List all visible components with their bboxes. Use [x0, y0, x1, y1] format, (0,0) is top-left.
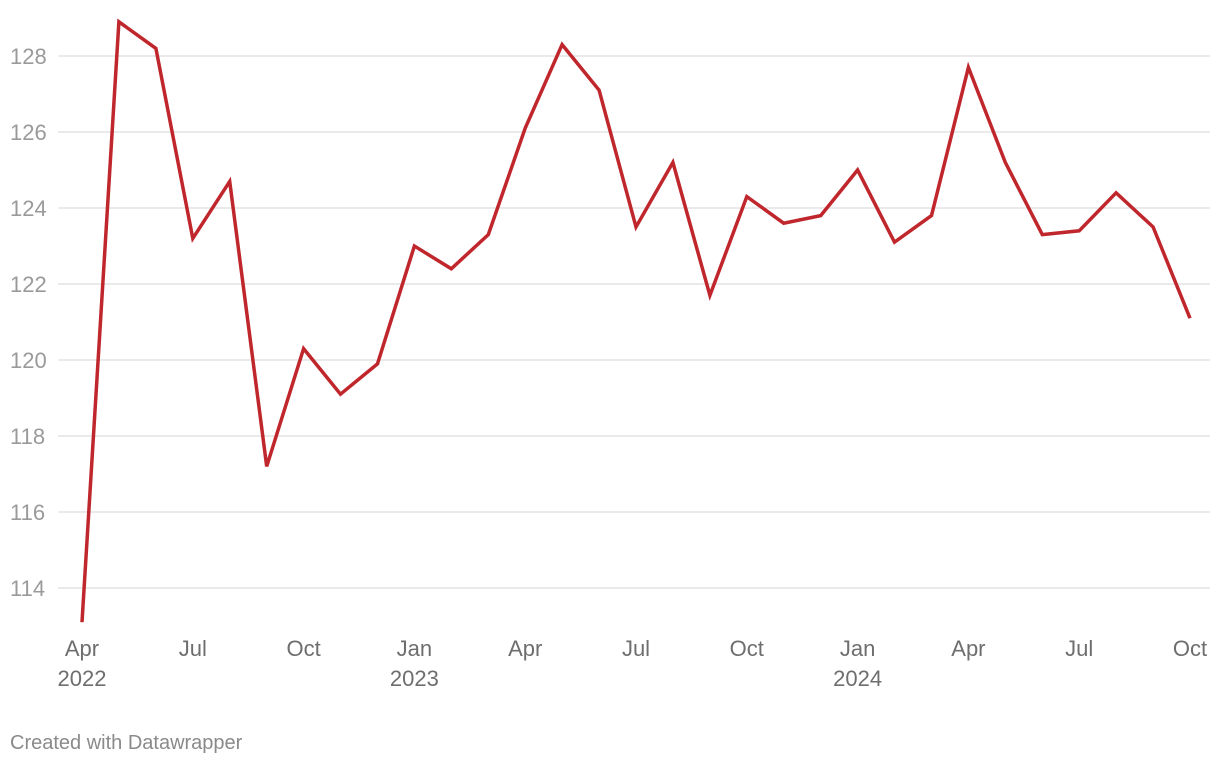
- x-tick-label-year: 2023: [390, 666, 439, 691]
- x-tick-label-month: Jan: [397, 636, 432, 661]
- line-chart: 114 116 118 120 122 124 126 128 Apr 2022 Jul Oct Ja…: [10, 18, 1210, 691]
- y-tick-label: 128: [10, 44, 47, 69]
- gridlines: [58, 55, 1210, 589]
- series-layer: [80, 18, 1192, 623]
- x-tick-label-month: Jul: [179, 636, 207, 661]
- x-tick-label-year: 2024: [833, 666, 882, 691]
- series-line: [80, 18, 1192, 623]
- y-tick-label: 126: [10, 120, 47, 145]
- x-tick-label-month: Apr: [508, 636, 542, 661]
- x-tick-label-month: Oct: [730, 636, 764, 661]
- y-tick-label: 114: [10, 576, 45, 601]
- y-tick-label: 122: [10, 272, 47, 297]
- x-tick-label-month: Apr: [951, 636, 985, 661]
- x-tick-label-month: Jul: [1065, 636, 1093, 661]
- y-axis-tick-labels: 114 116 118 120 122 124 126 128: [10, 44, 47, 601]
- x-tick-label-month: Oct: [286, 636, 320, 661]
- x-tick-label-year: 2022: [58, 666, 107, 691]
- x-tick-label-month: Oct: [1173, 636, 1207, 661]
- y-tick-label: 124: [10, 196, 47, 221]
- x-axis-tick-labels: Apr 2022 Jul Oct Jan 2023 Apr Jul Oct Jan 2024 Apr J…: [58, 636, 1208, 691]
- y-tick-label: 116: [10, 500, 45, 525]
- y-tick-label: 118: [10, 424, 45, 449]
- x-tick-label-month: Apr: [65, 636, 99, 661]
- y-tick-label: 120: [10, 348, 47, 373]
- footer-credit: Created with Datawrapper: [10, 732, 243, 754]
- x-tick-label-month: Jan: [840, 636, 875, 661]
- x-tick-label-month: Jul: [622, 636, 650, 661]
